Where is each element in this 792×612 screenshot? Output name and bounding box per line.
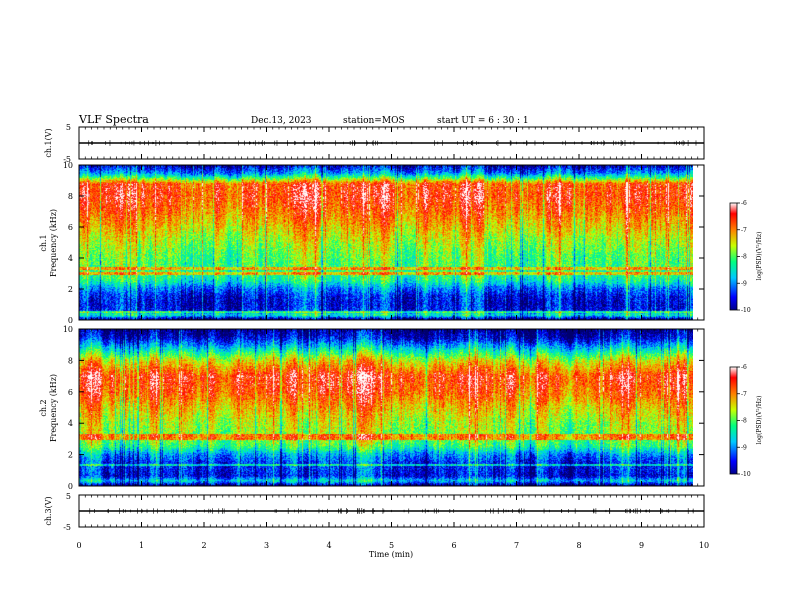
ch1-spec-ylabel: Frequency (kHz) bbox=[49, 209, 58, 277]
time-tick-label: 6 bbox=[451, 541, 456, 550]
ch1-spec-ytick-label: 6 bbox=[68, 223, 73, 232]
ch2-spec-ytick-label: 6 bbox=[68, 388, 73, 397]
ch1-wave-ytick-bottom: -5 bbox=[63, 155, 71, 164]
ch1-colorbar-tick-label: -7 bbox=[741, 227, 747, 234]
ch1-spec-ytick-label: 2 bbox=[68, 285, 73, 294]
ch3-wave-ytick-bottom: -5 bbox=[63, 523, 71, 532]
time-axis: 0 1 2 3 4 5 6 7 8 9 10 bbox=[76, 127, 709, 550]
time-tick-label: 8 bbox=[576, 541, 581, 550]
station-label: station=MOS bbox=[343, 116, 405, 126]
ch1-spec-ylabel-channel: ch.1 bbox=[39, 234, 48, 251]
time-tick-label: 2 bbox=[201, 541, 206, 550]
ch1-spectrogram-heatmap bbox=[79, 165, 693, 320]
ch1-spec-ytick-label: 8 bbox=[68, 192, 73, 201]
ch2-spec-ytick-label: 10 bbox=[63, 325, 73, 334]
time-tick-label: 10 bbox=[699, 541, 709, 550]
ch1-wave-ytick-top: 5 bbox=[66, 123, 71, 132]
ch2-spectrogram-panel: ch.2 Frequency (kHz) 0 2 4 6 8 10 bbox=[39, 325, 705, 491]
ch2-colorbar-tick-label: -9 bbox=[741, 444, 747, 451]
ch2-spec-ytick-label: 4 bbox=[68, 419, 73, 428]
ch2-colorbar-tick-label: -6 bbox=[741, 364, 747, 371]
ch1-spec-ytick-label: 0 bbox=[68, 316, 73, 325]
ch2-colorbar-tick-label: -10 bbox=[741, 471, 751, 478]
ch2-colorbar-tick-label: -8 bbox=[741, 418, 747, 425]
observation-date: Dec.13, 2023 bbox=[251, 116, 312, 126]
ch1-colorbar-tick-label: -10 bbox=[741, 307, 751, 314]
ch2-spec-ylabel: Frequency (kHz) bbox=[49, 374, 58, 442]
ch2-spec-ylabel-channel: ch.2 bbox=[39, 399, 48, 416]
time-tick-label: 7 bbox=[514, 541, 519, 550]
time-tick-label: 5 bbox=[389, 541, 394, 550]
ch2-spec-ytick-label: 0 bbox=[68, 482, 73, 491]
ch2-colorbar-label: log(PSD)(V²/Hz) bbox=[756, 396, 763, 445]
ch1-colorbar-tick-label: -6 bbox=[741, 200, 747, 207]
start-ut-label: start UT = 6 : 30 : 1 bbox=[437, 116, 529, 126]
ch3-waveform-panel: 5 -5 ch.3(V) bbox=[44, 492, 705, 532]
ch1-wave-ylabel: ch.1(V) bbox=[44, 128, 53, 157]
ch2-spec-ytick-label: 8 bbox=[68, 356, 73, 365]
time-tick-label: 0 bbox=[76, 541, 81, 550]
ch3-wave-ytick-top: 5 bbox=[66, 492, 71, 501]
ch2-colorbar: -6 -7 -8 -9 -10 log(PSD)(V²/Hz) bbox=[729, 364, 763, 478]
figure-title: VLF Spectra bbox=[78, 113, 149, 126]
ch1-colorbar-gradient bbox=[729, 202, 738, 311]
ch2-colorbar-tick-label: -7 bbox=[741, 391, 747, 398]
ch1-spec-ytick-label: 10 bbox=[63, 161, 73, 170]
ch2-colorbar-gradient bbox=[729, 366, 738, 475]
ch2-spec-ytick-label: 2 bbox=[68, 451, 73, 460]
ch2-spectrogram-heatmap bbox=[79, 329, 693, 486]
ch3-wave-ylabel: ch.3(V) bbox=[44, 496, 53, 525]
time-tick-label: 9 bbox=[639, 541, 644, 550]
ch1-colorbar-tick-label: -8 bbox=[741, 254, 747, 261]
time-tick-label: 3 bbox=[264, 541, 269, 550]
ch1-colorbar-tick-label: -9 bbox=[741, 280, 747, 287]
time-axis-label: Time (min) bbox=[369, 550, 413, 559]
time-tick-label: 1 bbox=[139, 541, 144, 550]
ch1-waveform-panel: 5 -5 ch.1(V) bbox=[44, 123, 705, 164]
ch1-colorbar-label: log(PSD)(V²/Hz) bbox=[756, 232, 763, 281]
time-tick-label: 4 bbox=[326, 541, 331, 550]
ch1-spec-ytick-label: 4 bbox=[68, 254, 73, 263]
ch1-spectrogram-panel: ch.1 Frequency (kHz) 0 2 4 6 8 10 bbox=[39, 161, 705, 325]
ch1-colorbar: -6 -7 -8 -9 -10 log(PSD)(V²/Hz) bbox=[729, 200, 763, 314]
